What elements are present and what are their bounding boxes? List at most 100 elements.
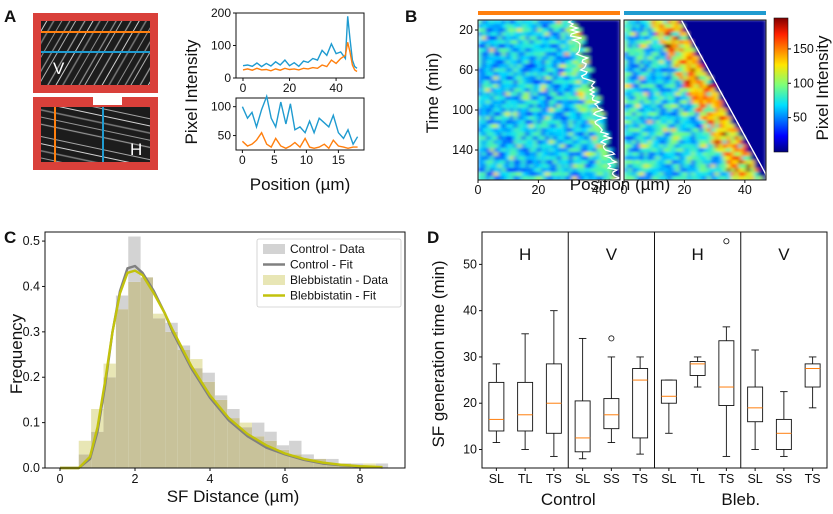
heatmap-cell: [667, 168, 672, 173]
heatmap-cell: [478, 32, 483, 37]
heatmap-cell: [509, 48, 515, 53]
histogram-bar-control: [301, 454, 314, 459]
heatmap-cell: [647, 104, 653, 109]
heatmap-cell: [734, 112, 739, 117]
heatmap-cell: [762, 68, 766, 73]
heatmap-cell: [663, 112, 668, 117]
heatmap-cell: [604, 48, 609, 53]
histogram-bar-overlap: [326, 463, 339, 468]
heatmap-cell: [706, 132, 712, 137]
heatmap-cell: [521, 76, 526, 81]
heatmap-cell: [762, 100, 766, 105]
panel-a-series-blue: [242, 16, 358, 69]
heatmap-cell: [663, 68, 668, 73]
heatmap-cell: [663, 24, 668, 29]
heatmap-cell: [537, 92, 542, 97]
heatmap-cell: [525, 60, 530, 65]
heatmap-cell: [726, 24, 732, 29]
heatmap-cell: [655, 80, 661, 85]
heatmap-cell: [489, 156, 495, 161]
heatmap-cell: [762, 144, 766, 149]
heatmap-cell: [509, 64, 515, 69]
heatmap-cell: [485, 120, 491, 125]
heatmap-cell: [489, 76, 495, 81]
heatmap-cell: [624, 28, 629, 33]
heatmap-cell: [608, 100, 613, 105]
heatmap-cell: [651, 48, 657, 53]
heatmap-cell: [722, 52, 728, 57]
heatmap-cell: [485, 144, 491, 149]
heatmap-cell: [647, 164, 653, 169]
heatmap-cell: [529, 132, 534, 137]
heatmap-cell: [513, 128, 519, 133]
heatmap-cell: [576, 20, 582, 25]
heatmap-cell: [600, 36, 605, 41]
heatmap-cell: [742, 84, 747, 89]
heatmap-cell: [537, 172, 542, 177]
heatmap-cell: [718, 64, 724, 69]
heatmap-cell: [497, 76, 503, 81]
heatmap-cell: [702, 124, 708, 129]
heatmap-cell: [616, 68, 620, 73]
heatmap-cell: [489, 104, 495, 109]
heatmap-cell: [734, 128, 739, 133]
heatmap-cell: [604, 112, 609, 117]
heatmap-cell: [560, 96, 566, 101]
heatmap-cell: [679, 112, 684, 117]
box: [775, 418, 792, 450]
heatmap-cell: [730, 120, 736, 125]
heatmap-cell: [651, 80, 657, 85]
heatmap-cell: [655, 176, 661, 180]
heatmap-cell: [706, 72, 712, 77]
heatmap-cell: [639, 100, 645, 105]
heatmap-cell: [485, 176, 491, 180]
heatmap-cell: [671, 24, 676, 29]
heatmap-cell: [679, 40, 684, 45]
heatmap-cell: [647, 56, 653, 61]
heatmap-cell: [714, 80, 720, 85]
heatmap-cell: [698, 92, 704, 97]
heatmap-cell: [742, 68, 747, 73]
heatmap-cell: [513, 36, 519, 41]
heatmap-cell: [533, 24, 538, 29]
heatmap-cell: [726, 52, 732, 57]
heatmap-cell: [730, 92, 736, 97]
heatmap-cell: [675, 176, 680, 180]
heatmap-cell: [505, 72, 511, 77]
heatmap-cell: [505, 140, 511, 145]
heatmap-cell: [655, 136, 661, 141]
heatmap-cell: [529, 44, 534, 49]
heatmap-cell: [643, 36, 649, 41]
heatmap-cell: [525, 116, 530, 121]
heatmap-cell: [505, 120, 511, 125]
heatmap-cell: [683, 20, 688, 25]
heatmap-cell: [643, 84, 649, 89]
heatmap-cell: [683, 140, 688, 145]
heatmap-cell: [639, 60, 645, 65]
heatmap-cell: [497, 132, 503, 137]
heatmap-cell: [647, 168, 653, 173]
heatmap-cell: [568, 140, 574, 145]
histogram-bar-blebbistatin: [190, 359, 203, 369]
heatmap-cell: [758, 36, 763, 41]
heatmap-cell: [683, 40, 688, 45]
histogram-bar-blebbistatin: [153, 313, 166, 319]
heatmap-cell: [596, 64, 601, 69]
heatmap-cell: [698, 136, 704, 141]
heatmap-cell: [568, 116, 574, 121]
heatmap-cell: [600, 136, 605, 141]
heatmap-cell: [556, 92, 562, 97]
heatmap-cell: [489, 92, 495, 97]
heatmap-cell: [730, 80, 736, 85]
heatmap-cell: [505, 104, 511, 109]
heatmap-cell: [659, 128, 665, 133]
heatmap-cell: [710, 172, 716, 177]
heatmap-cell: [545, 132, 550, 137]
heatmap-cell: [706, 60, 712, 65]
heatmap-cell: [624, 68, 629, 73]
heatmap-cell: [627, 160, 633, 165]
heatmap-cell: [485, 44, 491, 49]
heatmap-cell: [608, 56, 613, 61]
heatmap-cell: [679, 176, 684, 180]
heatmap-cell: [596, 160, 601, 165]
